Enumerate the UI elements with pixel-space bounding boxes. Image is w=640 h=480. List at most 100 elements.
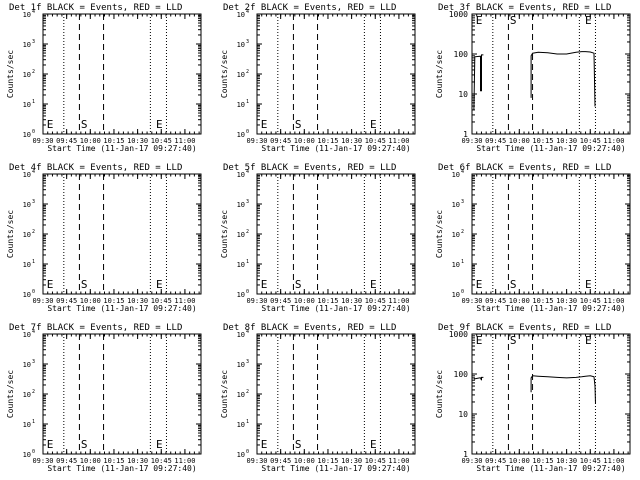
panel-title: Det 8f BLACK = Events, RED = LLD [223,323,396,333]
x-tick-label: 10:15 [103,137,124,145]
x-tick-label: 10:15 [532,137,553,145]
y-tick-label: 10 [23,11,31,19]
panel-title: Det 1f BLACK = Events, RED = LLD [9,3,182,13]
y-tick-label: 10 [237,421,245,429]
y-axis-label: Counts/sec [435,210,444,258]
y-tick-label: 10 [237,11,245,19]
x-tick-label: 09:45 [270,297,291,305]
plot-frame [42,13,202,135]
y-tick-label: 10 [452,201,460,209]
marker-letter-e: E [156,278,163,291]
y-tick-exponent: 4 [32,9,35,15]
y-tick-exponent: 2 [461,229,464,235]
y-tick-label: 10 [237,331,245,339]
x-tick-label: 10:30 [127,297,148,305]
y-tick-label: 10 [23,421,31,429]
marker-letter-e: E [476,278,483,291]
y-tick-exponent: 0 [32,129,35,135]
plot-frame [256,13,416,135]
events-series-segment-2 [530,51,596,107]
marker-letter-e: E [47,278,54,291]
y-tick-label: 1 [463,130,468,139]
x-tick-label: 11:00 [388,457,409,465]
y-tick-label: 10 [237,291,245,299]
x-tick-label: 09:45 [270,137,291,145]
x-tick-label: 10:45 [365,297,386,305]
x-axis-title: Start Time (11-Jan-17 09:27:40) [47,464,196,473]
x-tick-label: 10:30 [341,137,362,145]
y-tick-label: 10 [23,231,31,239]
y-axis-label: Counts/sec [220,210,229,258]
x-axis-title: Start Time (11-Jan-17 09:27:40) [47,144,196,153]
marker-letter-s: S [81,438,88,451]
y-tick-label: 1000 [449,330,468,339]
x-tick-label: 11:00 [174,137,195,145]
y-tick-label: 10 [452,291,460,299]
marker-letter-e: E [261,278,268,291]
x-tick-label: 10:30 [341,457,362,465]
y-tick-exponent: 4 [246,329,249,335]
marker-letter-e: E [261,118,268,131]
events-series-segment-1 [473,376,484,381]
y-tick-exponent: 4 [246,9,249,15]
y-axis-label: Counts/sec [6,50,15,98]
marker-letter-s: S [510,278,517,291]
x-tick-label: 09:30 [461,137,482,145]
x-tick-label: 10:15 [103,297,124,305]
y-tick-label: 1 [463,450,468,459]
x-tick-label: 10:45 [580,137,601,145]
y-tick-label: 1000 [449,10,468,19]
y-tick-label: 10 [458,410,468,419]
x-tick-label: 09:30 [246,457,267,465]
marker-letter-e: E [47,438,54,451]
y-tick-label: 10 [237,131,245,139]
panel-title: Det 4f BLACK = Events, RED = LLD [9,163,182,173]
x-tick-label: 09:30 [32,137,53,145]
detector-panel-9: Det 9f BLACK = Events, RED = LLD 1 10 100 10… [435,323,631,473]
x-axis-title: Start Time (11-Jan-17 09:27:40) [476,304,625,313]
panel-title: Det 2f BLACK = Events, RED = LLD [223,3,396,13]
y-tick-label: 10 [23,391,31,399]
x-tick-label: 09:30 [32,457,53,465]
y-axis-label: Counts/sec [435,370,444,418]
marker-letter-e: E [370,118,377,131]
panel-title: Det 6f BLACK = Events, RED = LLD [438,163,611,173]
x-tick-label: 09:45 [56,457,77,465]
x-tick-label: 09:30 [461,457,482,465]
y-tick-exponent: 2 [246,389,249,395]
marker-letter-s: S [295,438,302,451]
x-tick-label: 10:00 [294,457,315,465]
x-tick-label: 10:45 [580,297,601,305]
y-tick-label: 10 [23,261,31,269]
y-tick-label: 10 [23,131,31,139]
y-tick-label: 10 [23,291,31,299]
x-tick-label: 09:45 [270,457,291,465]
plot-frame [471,13,631,135]
x-tick-label: 10:30 [127,457,148,465]
y-tick-exponent: 3 [32,199,35,205]
x-tick-label: 10:15 [103,457,124,465]
y-axis-label: Counts/sec [220,50,229,98]
y-tick-label: 10 [237,201,245,209]
x-tick-label: 10:30 [556,457,577,465]
marker-letter-e: E [370,438,377,451]
x-tick-label: 10:15 [317,457,338,465]
x-tick-label: 10:45 [365,457,386,465]
x-tick-label: 10:00 [509,457,530,465]
plot-frame [256,173,416,295]
x-tick-label: 10:15 [317,137,338,145]
x-tick-label: 10:15 [532,297,553,305]
y-tick-label: 10 [237,41,245,49]
x-tick-label: 10:30 [556,137,577,145]
y-tick-label: 10 [23,201,31,209]
y-tick-exponent: 1 [246,259,249,265]
marker-letter-e: E [476,14,483,27]
y-tick-label: 10 [452,261,460,269]
x-tick-label: 11:00 [388,297,409,305]
